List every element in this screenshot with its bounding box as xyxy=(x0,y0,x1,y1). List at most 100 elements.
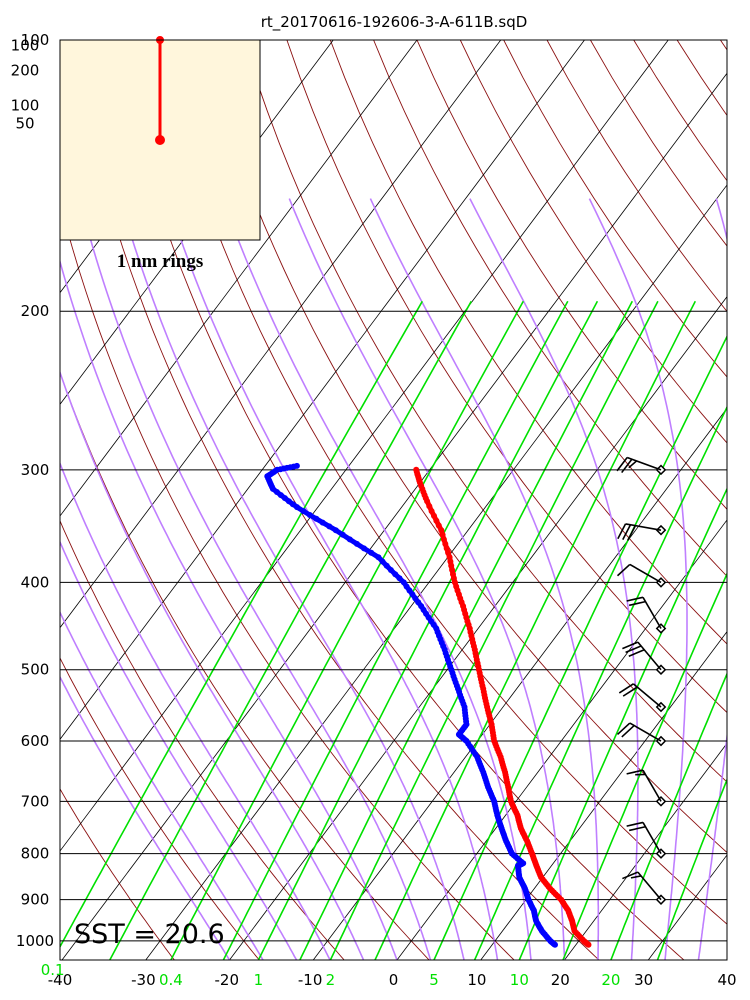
dewpoint-point xyxy=(313,515,320,522)
dewpoint-point xyxy=(368,549,375,556)
mixing-ratio-label: 10 xyxy=(510,971,529,989)
mixing-ratio-line xyxy=(518,487,727,960)
dewpoint-point xyxy=(300,508,307,515)
wind-barb-flag xyxy=(628,600,646,607)
mixing-ratio-line xyxy=(473,405,727,960)
dry-adiabat-line xyxy=(60,657,260,960)
wind-barb-shaft xyxy=(626,456,662,471)
mixing-ratio-line xyxy=(109,300,472,960)
pressure-label: 600 xyxy=(21,732,50,750)
wind-barb xyxy=(626,821,667,859)
mixing-ratio-line xyxy=(329,300,659,960)
mixing-ratio-label: 0.1 xyxy=(41,961,65,979)
mixing-ratio-line xyxy=(433,334,727,960)
wind-barb-flag xyxy=(628,649,645,657)
pressure-label: 500 xyxy=(21,661,50,679)
wind-barb xyxy=(626,769,667,807)
dry-adiabat-line xyxy=(459,40,727,444)
wind-barb-flag xyxy=(626,596,644,602)
pressure-label: 400 xyxy=(21,573,50,591)
dry-adiabat-line xyxy=(243,40,727,783)
wind-barb-flag xyxy=(616,722,631,735)
wind-barb-shaft xyxy=(632,683,662,708)
temperature-tick-label: 30 xyxy=(634,971,653,989)
sst-annotation: SST = 20.6 xyxy=(74,919,225,950)
moist-adiabat-line xyxy=(732,199,750,960)
dry-adiabat-line xyxy=(69,40,600,960)
temperature-tick-label: 0 xyxy=(389,971,399,989)
inset-height-label-2: 200 xyxy=(11,62,40,80)
wind-barb-flag xyxy=(622,641,639,650)
temperature-tick-label: 20 xyxy=(551,971,570,989)
wind-barb-flag xyxy=(626,525,637,541)
plot-border xyxy=(59,39,728,961)
dry-adiabat-line xyxy=(373,40,727,577)
isotherm-line xyxy=(229,295,727,960)
temperature-tick-label: -30 xyxy=(131,971,156,989)
mixing-ratio-line xyxy=(299,300,634,960)
wind-barb xyxy=(616,456,667,476)
mixing-ratio-line xyxy=(562,571,727,960)
mixing-ratio-label: 1 xyxy=(254,971,264,989)
wind-barb-flag xyxy=(630,875,642,879)
moist-adiabat-line xyxy=(60,461,331,960)
pressure-label: 1000 xyxy=(16,932,54,950)
moist-adiabat-line xyxy=(60,610,264,960)
dewpoint-point xyxy=(379,558,386,565)
temperature-point xyxy=(426,503,433,510)
dewpoint-point xyxy=(346,536,353,543)
inset-ring-label: 1 nm rings xyxy=(117,251,204,272)
inset-height-label-4: 50 xyxy=(15,115,34,133)
mixing-ratio-line xyxy=(610,671,727,960)
dry-adiabat-line xyxy=(329,40,727,645)
wind-barb-shaft xyxy=(625,523,662,531)
temperature-tick-label: -10 xyxy=(298,971,323,989)
wind-barb xyxy=(616,563,667,588)
pressure-axis-labels: 100 200 300 400 500 600 700 800 900 1000 xyxy=(16,31,54,950)
hodograph-inset: 100 200 100 50 1 nm rings xyxy=(11,36,261,272)
temperature-point xyxy=(413,466,420,473)
dewpoint-point xyxy=(400,579,407,586)
temperature-point xyxy=(443,545,450,552)
temperature-point xyxy=(440,536,447,543)
temperature-point xyxy=(433,517,440,524)
mixing-ratio-label: 2 xyxy=(326,971,336,989)
dewpoint-point xyxy=(306,512,313,518)
wind-barbs xyxy=(616,456,667,905)
hodograph-point xyxy=(155,135,165,145)
dewpoint-point xyxy=(293,462,300,469)
wind-barb xyxy=(622,871,667,905)
mixing-ratio-label: 0.4 xyxy=(159,971,183,989)
dewpoint-point xyxy=(361,545,367,552)
dry-adiabat-line xyxy=(156,40,727,925)
wind-barb-flag xyxy=(628,460,638,469)
pressure-label: 300 xyxy=(21,461,50,479)
wind-barb-flag xyxy=(622,686,638,697)
dewpoint-point xyxy=(353,540,360,547)
inset-height-label-1: 100 xyxy=(11,37,40,55)
dewpoint-point xyxy=(387,567,394,573)
mixing-ratio-label: 20 xyxy=(601,971,620,989)
wind-barb-flag xyxy=(625,645,642,654)
wind-barb-shaft xyxy=(629,563,662,584)
temperature-point xyxy=(442,540,449,547)
isotherm-line xyxy=(312,407,727,960)
wind-barb-flag xyxy=(626,821,644,827)
dewpoint-point xyxy=(396,575,403,582)
temperature-tick-label: 10 xyxy=(467,971,486,989)
wind-barb xyxy=(618,683,667,713)
wind-barb-flag xyxy=(616,457,628,472)
moist-adiabat-line xyxy=(60,540,298,960)
temperature-tick-label: -40 xyxy=(48,971,73,989)
wind-barb-flag xyxy=(616,563,631,577)
mixing-ratio-line xyxy=(257,300,599,960)
mixing-ratio-label: 5 xyxy=(429,971,439,989)
wind-barb-shaft xyxy=(637,871,662,901)
mixing-ratio-lines xyxy=(60,300,727,960)
pressure-label: 800 xyxy=(21,845,50,863)
dewpoint-point xyxy=(392,571,399,578)
isotherm-line xyxy=(61,72,727,960)
inset-height-label-3: 100 xyxy=(11,97,40,115)
dewpoint-point xyxy=(375,554,382,561)
